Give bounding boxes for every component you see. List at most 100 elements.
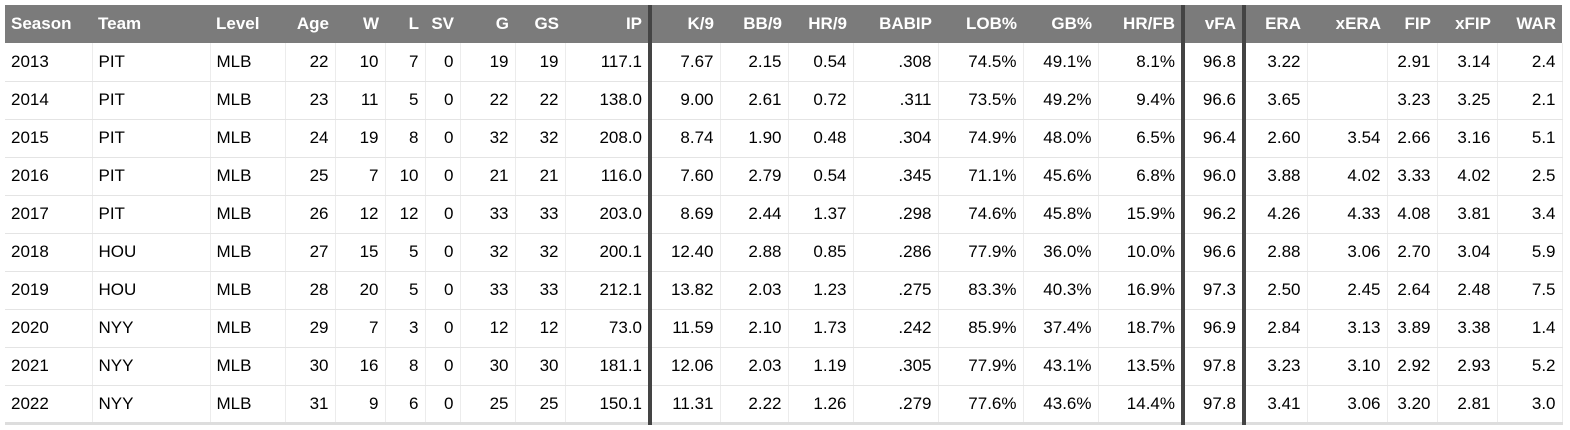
- table-cell: 200.1: [565, 233, 652, 272]
- table-cell: HOU: [92, 271, 211, 310]
- table-cell: NYY: [92, 347, 211, 386]
- table-cell: 5: [385, 81, 426, 120]
- table-cell: 4.33: [1307, 195, 1388, 234]
- table-cell: 7.60: [650, 157, 721, 196]
- table-cell: 138.0: [565, 81, 652, 120]
- table-cell: 0: [425, 195, 461, 234]
- table-cell: 45.8%: [1023, 195, 1099, 234]
- table-cell: .305: [853, 347, 939, 386]
- column-header[interactable]: Level: [210, 5, 285, 43]
- table-cell: 20: [335, 271, 386, 310]
- table-cell: 30: [460, 347, 516, 386]
- table-cell: 3.13: [1307, 309, 1388, 348]
- table-cell: 96.8: [1183, 43, 1246, 82]
- column-header[interactable]: FIP: [1387, 5, 1437, 43]
- column-header[interactable]: xFIP: [1437, 5, 1497, 43]
- table-cell: 12: [335, 195, 386, 234]
- table-cell: 11: [335, 81, 386, 120]
- table-cell: 16.9%: [1098, 271, 1185, 310]
- table-cell: 3.65: [1244, 81, 1308, 120]
- column-header[interactable]: K/9: [650, 5, 720, 43]
- table-cell: .275: [853, 271, 939, 310]
- table-cell: 0.54: [788, 157, 854, 196]
- column-header[interactable]: GS: [515, 5, 565, 43]
- table-cell: 19: [515, 43, 566, 82]
- column-header[interactable]: SV: [425, 5, 460, 43]
- table-cell: 1.19: [788, 347, 854, 386]
- column-header[interactable]: xERA: [1307, 5, 1387, 43]
- table-cell: .286: [853, 233, 939, 272]
- column-header[interactable]: Team: [92, 5, 210, 43]
- column-header[interactable]: Age: [285, 5, 335, 43]
- table-cell: .311: [853, 81, 939, 120]
- table-cell: 77.9%: [938, 347, 1024, 386]
- table-cell: 28: [285, 271, 336, 310]
- table-cell: 9: [335, 385, 386, 425]
- table-cell: 49.1%: [1023, 43, 1099, 82]
- column-header[interactable]: HR/9: [788, 5, 853, 43]
- table-cell: 74.9%: [938, 119, 1024, 158]
- table-cell: .345: [853, 157, 939, 196]
- table-cell: PIT: [92, 119, 211, 158]
- table-cell: 2.44: [720, 195, 789, 234]
- table-cell: 74.6%: [938, 195, 1024, 234]
- column-header[interactable]: GB%: [1023, 5, 1098, 43]
- table-cell: 2019: [5, 271, 93, 310]
- table-cell: 2015: [5, 119, 93, 158]
- table-cell: 0: [425, 347, 461, 386]
- table-cell: 85.9%: [938, 309, 1024, 348]
- table-cell: 18.7%: [1098, 309, 1185, 348]
- table-cell: 49.2%: [1023, 81, 1099, 120]
- table-cell: NYY: [92, 309, 211, 348]
- table-cell: 8.74: [650, 119, 721, 158]
- table-cell: 1.26: [788, 385, 854, 425]
- table-cell: 77.6%: [938, 385, 1024, 425]
- column-header[interactable]: BB/9: [720, 5, 788, 43]
- column-header[interactable]: ERA: [1244, 5, 1307, 43]
- table-cell: 0: [425, 119, 461, 158]
- table-cell: MLB: [210, 309, 286, 348]
- table-cell: .308: [853, 43, 939, 82]
- table-cell: 14.4%: [1098, 385, 1185, 425]
- table-cell: 15.9%: [1098, 195, 1185, 234]
- table-cell: 2.50: [1244, 271, 1308, 310]
- table-cell: 77.9%: [938, 233, 1024, 272]
- column-header[interactable]: WAR: [1497, 5, 1562, 43]
- table-cell: 43.6%: [1023, 385, 1099, 425]
- table-cell: 2.88: [1244, 233, 1308, 272]
- table-cell: 16: [335, 347, 386, 386]
- table-cell: 6.8%: [1098, 157, 1185, 196]
- table-cell: 4.02: [1307, 157, 1388, 196]
- table-cell: 6.5%: [1098, 119, 1185, 158]
- table-cell: 2.15: [720, 43, 789, 82]
- column-header[interactable]: L: [385, 5, 425, 43]
- table-cell: 97.3: [1183, 271, 1246, 310]
- table-cell: 3.41: [1244, 385, 1308, 425]
- column-header[interactable]: W: [335, 5, 385, 43]
- table-cell: 5.9: [1497, 233, 1563, 272]
- table-cell: 36.0%: [1023, 233, 1099, 272]
- table-cell: 33: [460, 271, 516, 310]
- column-header[interactable]: G: [460, 5, 515, 43]
- table-cell: 2.66: [1387, 119, 1438, 158]
- table-cell: 2018: [5, 233, 93, 272]
- table-cell: 3.0: [1497, 385, 1563, 425]
- column-header[interactable]: BABIP: [853, 5, 938, 43]
- header-row: Season Team Level Age W L SV G GS IP K/9 BB/9 HR/9 BA…: [5, 5, 1562, 43]
- table-cell: .304: [853, 119, 939, 158]
- table-cell: 23: [285, 81, 336, 120]
- table-cell: 8: [385, 347, 426, 386]
- table-cell: 3.89: [1387, 309, 1438, 348]
- table-cell: 2013: [5, 43, 93, 82]
- column-header[interactable]: Season: [5, 5, 92, 43]
- column-header[interactable]: IP: [565, 5, 652, 43]
- table-cell: 5: [385, 271, 426, 310]
- column-header[interactable]: vFA: [1183, 5, 1246, 43]
- column-header[interactable]: LOB%: [938, 5, 1023, 43]
- table-cell: PIT: [92, 195, 211, 234]
- table-cell: 13.5%: [1098, 347, 1185, 386]
- table-cell: 2.22: [720, 385, 789, 425]
- table-cell: 12: [385, 195, 426, 234]
- column-header[interactable]: HR/FB: [1098, 5, 1185, 43]
